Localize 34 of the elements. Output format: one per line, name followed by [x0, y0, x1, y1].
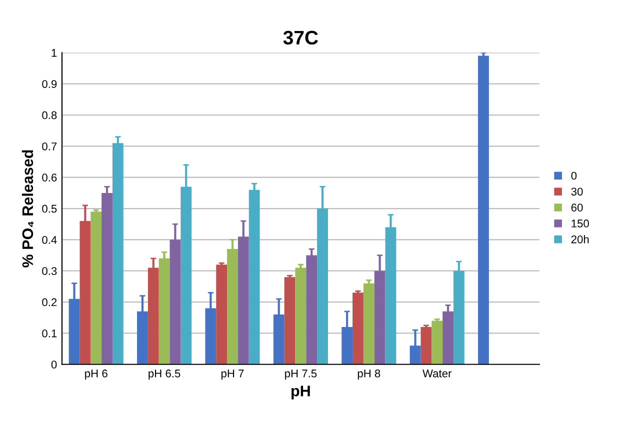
bar — [478, 56, 489, 364]
y-tick-label: 0 — [51, 360, 57, 369]
y-axis-title: % PO₄ Released — [22, 150, 34, 268]
chart-title: 37C — [283, 30, 318, 45]
legend-label: 30 — [571, 188, 583, 196]
y-tick-label: 0.5 — [42, 204, 57, 213]
y-tick-label: 0.9 — [42, 80, 57, 88]
x-tick-label: Water — [422, 370, 452, 378]
bar — [432, 320, 443, 364]
y-tick-label: 0.7 — [42, 142, 57, 150]
y-tick-label: 0.2 — [42, 298, 57, 306]
x-tick-label: pH 7 — [221, 370, 244, 380]
y-tick-label: 0.8 — [42, 111, 57, 120]
x-tick-label: pH 6.5 — [148, 370, 180, 380]
x-tick-label: pH 7.5 — [285, 370, 317, 380]
y-tick-label: 0.3 — [42, 267, 57, 275]
legend-label: 60 — [571, 204, 583, 212]
bar — [352, 292, 364, 364]
legend-label: 20h — [571, 235, 589, 244]
y-tick-label: 0.1 — [42, 329, 57, 338]
bar — [284, 277, 296, 364]
y-tick-label: 0.6 — [42, 174, 57, 182]
legend-label: 0 — [571, 172, 577, 180]
legend-label: 150 — [572, 220, 589, 228]
x-tick-label: pH 6 — [85, 370, 108, 380]
y-tick-label: 1 — [52, 49, 57, 57]
y-tick-label: 0.4 — [42, 236, 57, 244]
x-axis-title: pH — [292, 386, 310, 400]
bar — [295, 268, 306, 364]
bar — [363, 283, 374, 364]
bar — [420, 326, 432, 364]
x-tick-label: pH 8 — [358, 370, 380, 380]
bar — [216, 264, 228, 364]
bar — [90, 212, 102, 364]
